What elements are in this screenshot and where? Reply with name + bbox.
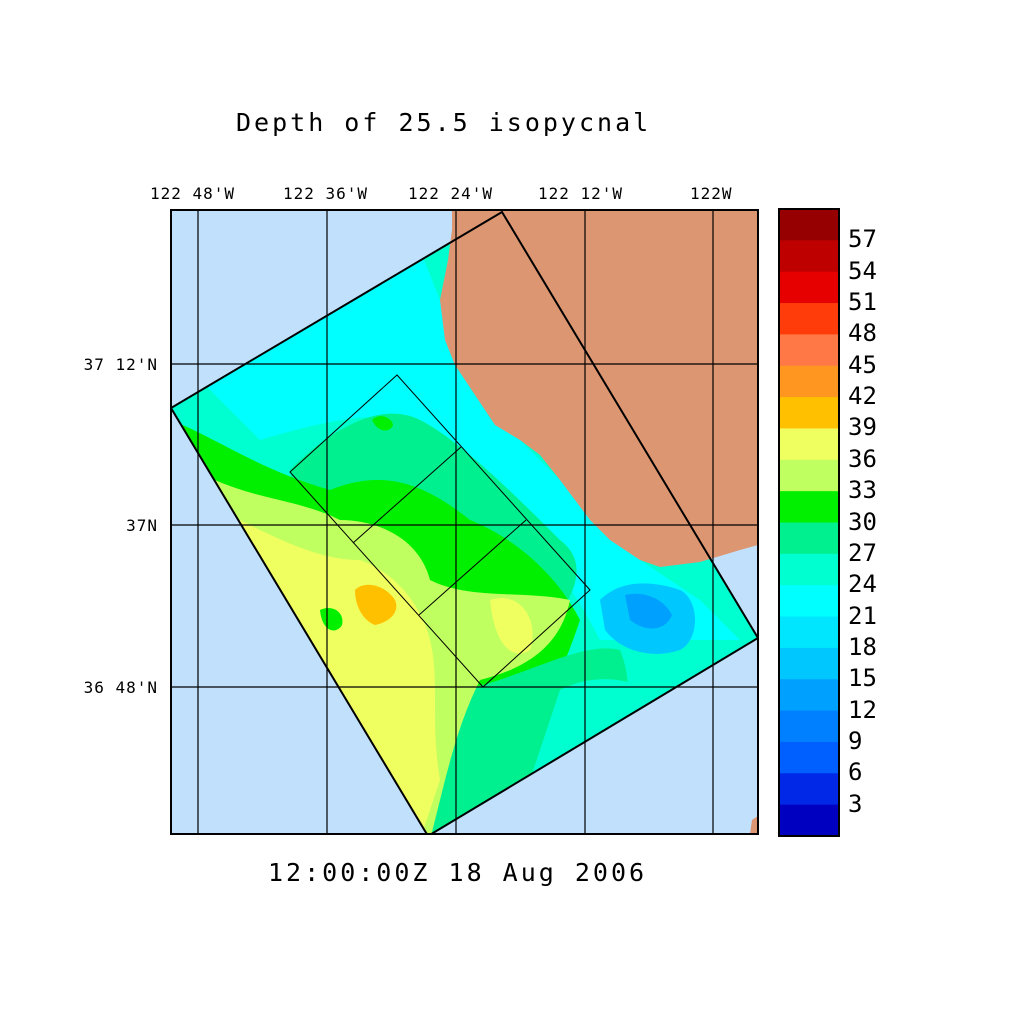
colorbar-band	[779, 553, 839, 586]
colorbar	[778, 208, 840, 837]
colorbar-band	[779, 271, 839, 304]
land	[440, 210, 758, 567]
colorbar-label: 48	[848, 319, 877, 348]
colorbar-frame	[778, 208, 840, 837]
colorbar-band	[779, 804, 839, 837]
colorbar-band	[779, 365, 839, 398]
model-domain-outline	[171, 210, 758, 834]
lon-tick-label: 122 12'W	[538, 184, 624, 203]
colorbar-band	[779, 334, 839, 367]
colorbar-band	[779, 240, 839, 273]
colorbar-label: 9	[848, 726, 863, 755]
colorbar-label: 27	[848, 538, 877, 567]
colorbar-band	[779, 303, 839, 335]
colorbar-label: 39	[848, 413, 877, 442]
field-max-blob	[355, 584, 397, 625]
colorbar-label: 57	[848, 225, 877, 254]
colorbar-band	[779, 397, 839, 429]
colorbar-label: 33	[848, 476, 877, 505]
colorbar-label: 3	[848, 789, 863, 818]
colorbar-band	[779, 209, 839, 241]
map-title: Depth of 25.5 isopycnal	[236, 108, 652, 137]
lon-tick-label: 122 48'W	[150, 184, 236, 203]
colorbar-band	[779, 616, 839, 649]
lon-tick-label: 122 36'W	[283, 184, 369, 203]
lon-tick-label: 122W	[690, 184, 733, 203]
colorbar-band	[779, 459, 839, 492]
time-label: 12:00:00Z 18 Aug 2006	[268, 858, 648, 887]
land	[750, 816, 758, 834]
plot-frame	[170, 209, 759, 835]
lat-tick-label: 37N	[126, 516, 158, 535]
colorbar-label: 45	[848, 350, 877, 379]
colorbar-band	[779, 773, 839, 806]
colorbar-band	[779, 679, 839, 712]
colorbar-band	[779, 710, 839, 743]
colorbar-label: 51	[848, 288, 877, 317]
colorbar-band	[779, 585, 839, 618]
colorbar-label: 54	[848, 256, 877, 285]
colorbar-label: 21	[848, 601, 877, 630]
colorbar-label: 15	[848, 664, 877, 693]
colorbar-label: 18	[848, 632, 877, 661]
colorbar-label: 42	[848, 382, 877, 411]
colorbar-band	[779, 491, 839, 523]
colorbar-band	[779, 428, 839, 461]
lat-tick-label: 37 12'N	[83, 355, 158, 374]
colorbar-label: 6	[848, 758, 863, 787]
colorbar-label: 36	[848, 444, 877, 473]
colorbar-band	[779, 647, 839, 680]
colorbar-label: 30	[848, 507, 877, 536]
colorbar-band	[779, 741, 839, 774]
colorbar-band	[779, 522, 839, 555]
colorbar-label: 12	[848, 695, 877, 724]
colorbar-label: 24	[848, 570, 877, 599]
lat-tick-label: 36 48'N	[83, 678, 158, 697]
inner-domain-boxes	[289, 374, 591, 688]
lon-tick-label: 122 24'W	[408, 184, 494, 203]
